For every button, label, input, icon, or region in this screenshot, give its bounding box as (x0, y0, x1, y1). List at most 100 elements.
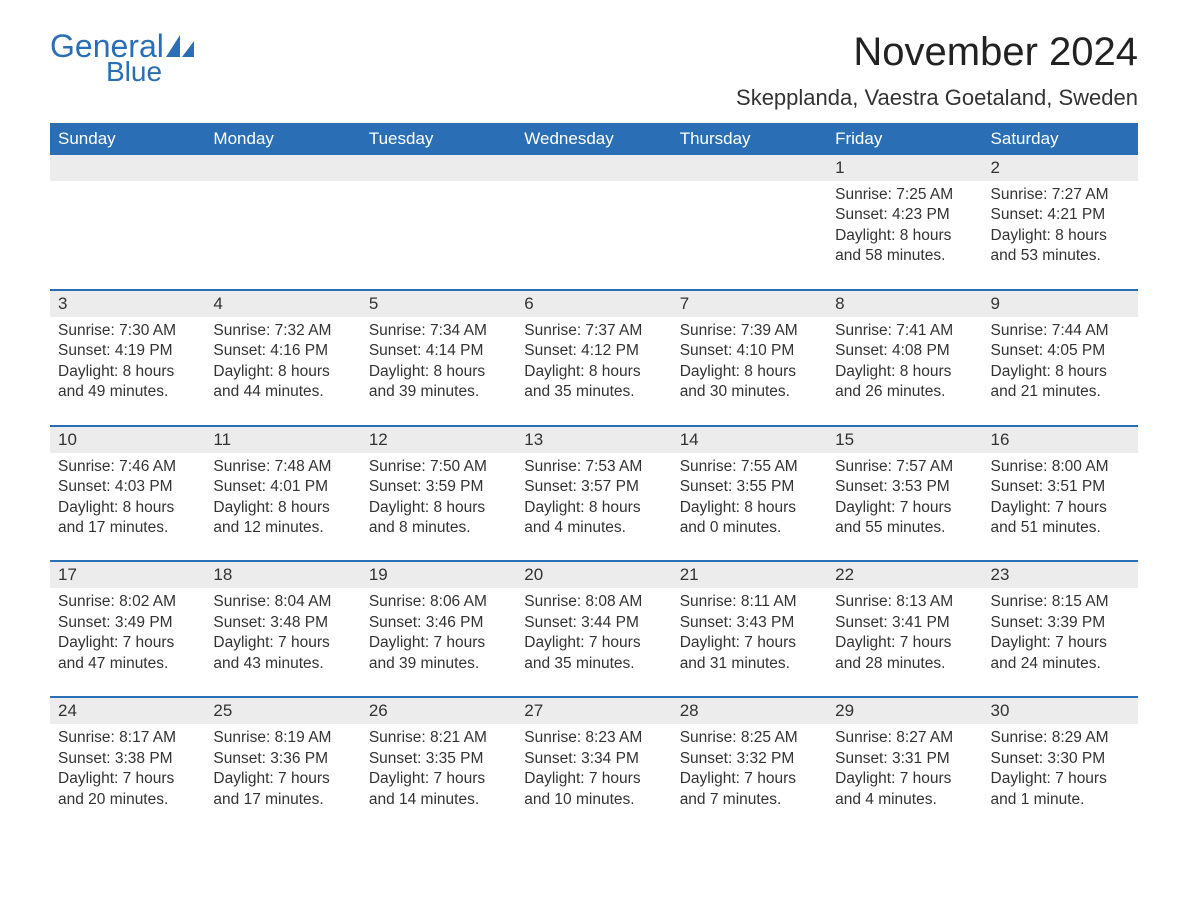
daylight-line-2: and 44 minutes. (213, 382, 352, 402)
weekday-header: Thursday (672, 123, 827, 155)
daylight-line-2: and 35 minutes. (524, 654, 663, 674)
day-details: Sunrise: 8:27 AMSunset: 3:31 PMDaylight:… (827, 724, 982, 832)
day-details (361, 181, 516, 277)
daylight-line-2: and 39 minutes. (369, 654, 508, 674)
day-number (361, 155, 516, 181)
daylight-line-2: and 51 minutes. (991, 518, 1130, 538)
daylight-line-2: and 31 minutes. (680, 654, 819, 674)
sunrise-line: Sunrise: 7:41 AM (835, 321, 974, 341)
day-number: 21 (672, 562, 827, 588)
calendar-day-cell (205, 155, 360, 290)
daylight-line-2: and 10 minutes. (524, 790, 663, 810)
day-details: Sunrise: 8:08 AMSunset: 3:44 PMDaylight:… (516, 588, 671, 696)
daylight-line-1: Daylight: 8 hours (213, 498, 352, 518)
daylight-line-1: Daylight: 8 hours (991, 226, 1130, 246)
daylight-line-2: and 43 minutes. (213, 654, 352, 674)
calendar-day-cell: 1Sunrise: 7:25 AMSunset: 4:23 PMDaylight… (827, 155, 982, 290)
day-number: 26 (361, 698, 516, 724)
sunrise-line: Sunrise: 8:15 AM (991, 592, 1130, 612)
calendar-day-cell: 19Sunrise: 8:06 AMSunset: 3:46 PMDayligh… (361, 561, 516, 697)
daylight-line-2: and 26 minutes. (835, 382, 974, 402)
day-details: Sunrise: 8:21 AMSunset: 3:35 PMDaylight:… (361, 724, 516, 832)
sunset-line: Sunset: 3:31 PM (835, 749, 974, 769)
daylight-line-1: Daylight: 7 hours (369, 633, 508, 653)
day-details: Sunrise: 7:39 AMSunset: 4:10 PMDaylight:… (672, 317, 827, 425)
sunset-line: Sunset: 3:44 PM (524, 613, 663, 633)
weekday-header: Wednesday (516, 123, 671, 155)
daylight-line-1: Daylight: 8 hours (835, 362, 974, 382)
sunset-line: Sunset: 3:48 PM (213, 613, 352, 633)
daylight-line-2: and 39 minutes. (369, 382, 508, 402)
daylight-line-2: and 47 minutes. (58, 654, 197, 674)
calendar-day-cell: 24Sunrise: 8:17 AMSunset: 3:38 PMDayligh… (50, 697, 205, 832)
daylight-line-2: and 21 minutes. (991, 382, 1130, 402)
daylight-line-1: Daylight: 7 hours (835, 769, 974, 789)
calendar-week-row: 3Sunrise: 7:30 AMSunset: 4:19 PMDaylight… (50, 290, 1138, 426)
day-details (50, 181, 205, 277)
sunset-line: Sunset: 4:23 PM (835, 205, 974, 225)
daylight-line-1: Daylight: 8 hours (369, 498, 508, 518)
day-number: 30 (983, 698, 1138, 724)
daylight-line-1: Daylight: 8 hours (835, 226, 974, 246)
weekday-header: Monday (205, 123, 360, 155)
daylight-line-1: Daylight: 7 hours (213, 769, 352, 789)
calendar-week-row: 10Sunrise: 7:46 AMSunset: 4:03 PMDayligh… (50, 426, 1138, 562)
day-number: 3 (50, 291, 205, 317)
calendar-day-cell: 23Sunrise: 8:15 AMSunset: 3:39 PMDayligh… (983, 561, 1138, 697)
daylight-line-2: and 53 minutes. (991, 246, 1130, 266)
day-number: 8 (827, 291, 982, 317)
sunrise-line: Sunrise: 8:29 AM (991, 728, 1130, 748)
day-number: 4 (205, 291, 360, 317)
daylight-line-1: Daylight: 7 hours (680, 769, 819, 789)
sunset-line: Sunset: 3:46 PM (369, 613, 508, 633)
calendar-day-cell: 21Sunrise: 8:11 AMSunset: 3:43 PMDayligh… (672, 561, 827, 697)
page-header: General Blue November 2024 Skepplanda, V… (50, 30, 1138, 119)
sunset-line: Sunset: 3:30 PM (991, 749, 1130, 769)
sunrise-line: Sunrise: 7:50 AM (369, 457, 508, 477)
daylight-line-1: Daylight: 7 hours (991, 633, 1130, 653)
calendar-day-cell (361, 155, 516, 290)
daylight-line-2: and 55 minutes. (835, 518, 974, 538)
daylight-line-2: and 17 minutes. (58, 518, 197, 538)
calendar-week-row: 17Sunrise: 8:02 AMSunset: 3:49 PMDayligh… (50, 561, 1138, 697)
day-number: 27 (516, 698, 671, 724)
day-details: Sunrise: 7:50 AMSunset: 3:59 PMDaylight:… (361, 453, 516, 561)
sunset-line: Sunset: 4:01 PM (213, 477, 352, 497)
daylight-line-2: and 8 minutes. (369, 518, 508, 538)
daylight-line-1: Daylight: 7 hours (680, 633, 819, 653)
daylight-line-2: and 0 minutes. (680, 518, 819, 538)
day-details: Sunrise: 7:32 AMSunset: 4:16 PMDaylight:… (205, 317, 360, 425)
calendar-day-cell (672, 155, 827, 290)
daylight-line-2: and 49 minutes. (58, 382, 197, 402)
day-number: 13 (516, 427, 671, 453)
sunset-line: Sunset: 4:19 PM (58, 341, 197, 361)
day-number (205, 155, 360, 181)
brand-logo: General Blue (50, 30, 194, 86)
calendar-day-cell (50, 155, 205, 290)
sunrise-line: Sunrise: 8:13 AM (835, 592, 974, 612)
day-number: 6 (516, 291, 671, 317)
sunset-line: Sunset: 3:59 PM (369, 477, 508, 497)
sunrise-line: Sunrise: 8:06 AM (369, 592, 508, 612)
calendar-day-cell: 9Sunrise: 7:44 AMSunset: 4:05 PMDaylight… (983, 290, 1138, 426)
day-details (516, 181, 671, 277)
weekday-header: Tuesday (361, 123, 516, 155)
day-details: Sunrise: 8:00 AMSunset: 3:51 PMDaylight:… (983, 453, 1138, 561)
sunrise-line: Sunrise: 8:04 AM (213, 592, 352, 612)
daylight-line-2: and 30 minutes. (680, 382, 819, 402)
sunrise-line: Sunrise: 7:39 AM (680, 321, 819, 341)
day-details: Sunrise: 7:34 AMSunset: 4:14 PMDaylight:… (361, 317, 516, 425)
calendar-day-cell: 13Sunrise: 7:53 AMSunset: 3:57 PMDayligh… (516, 426, 671, 562)
day-number: 15 (827, 427, 982, 453)
calendar-day-cell: 30Sunrise: 8:29 AMSunset: 3:30 PMDayligh… (983, 697, 1138, 832)
daylight-line-1: Daylight: 7 hours (213, 633, 352, 653)
sunrise-line: Sunrise: 7:25 AM (835, 185, 974, 205)
day-details: Sunrise: 8:19 AMSunset: 3:36 PMDaylight:… (205, 724, 360, 832)
sunrise-line: Sunrise: 7:48 AM (213, 457, 352, 477)
day-details: Sunrise: 8:06 AMSunset: 3:46 PMDaylight:… (361, 588, 516, 696)
daylight-line-1: Daylight: 7 hours (835, 498, 974, 518)
sunset-line: Sunset: 4:14 PM (369, 341, 508, 361)
day-number: 14 (672, 427, 827, 453)
daylight-line-2: and 4 minutes. (524, 518, 663, 538)
sunset-line: Sunset: 4:16 PM (213, 341, 352, 361)
